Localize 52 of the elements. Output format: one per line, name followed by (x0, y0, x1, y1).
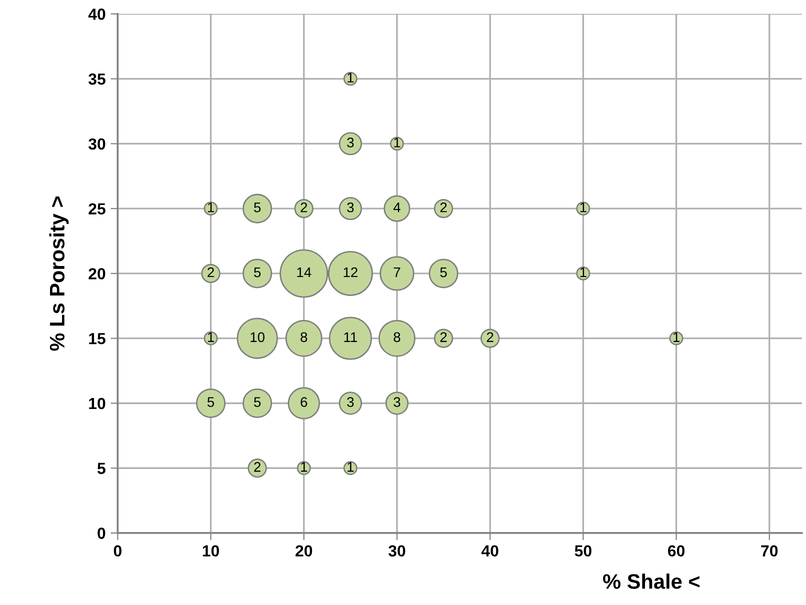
data-label: 3 (347, 138, 354, 148)
data-label: 1 (580, 267, 586, 278)
data-label: 6 (300, 397, 308, 407)
y-tick-label: 15 (89, 333, 106, 344)
y-tick-label: 40 (88, 8, 106, 20)
x-tick-label: 10 (202, 545, 220, 557)
data-label: 2 (486, 332, 494, 342)
y-tick-label: 5 (97, 462, 106, 474)
data-label: 4 (393, 202, 400, 212)
data-label: 2 (300, 202, 308, 212)
y-tick-label: 0 (98, 528, 106, 539)
data-label: 1 (348, 72, 354, 82)
y-tick-label: 35 (88, 73, 106, 85)
data-label: 5 (440, 267, 447, 278)
data-label: 8 (300, 332, 308, 342)
data-label: 7 (394, 267, 400, 278)
data-label: 12 (344, 267, 358, 278)
data-label: 1 (394, 138, 400, 148)
data-label: 3 (347, 202, 354, 212)
x-tick-label: 70 (761, 545, 778, 557)
x-tick-label: 60 (668, 545, 685, 557)
data-label: 1 (348, 462, 354, 472)
x-tick-label: 0 (114, 545, 122, 557)
data-label: 1 (208, 202, 214, 212)
data-label: 3 (347, 397, 354, 407)
data-label: 2 (208, 267, 214, 278)
data-label: 1 (208, 332, 214, 342)
data-label: 2 (440, 202, 447, 212)
y-axis-title: % Ls Porosity > (49, 196, 69, 351)
x-tick-label: 20 (296, 545, 312, 557)
y-tick-label: 30 (88, 138, 106, 150)
data-label: 5 (254, 202, 261, 212)
data-label: 1 (301, 462, 308, 472)
data-label: 11 (344, 332, 357, 342)
data-label: 3 (394, 397, 400, 407)
data-label: 2 (254, 462, 260, 472)
data-label: 5 (254, 397, 261, 407)
x-tick-label: 50 (574, 545, 592, 557)
data-label: 1 (580, 202, 586, 212)
data-label: 1 (673, 332, 680, 342)
data-label: 10 (250, 332, 265, 342)
data-label: 2 (440, 332, 447, 342)
x-axis-title: % Shale < (603, 574, 700, 589)
data-label: 5 (254, 267, 261, 278)
data-label: 14 (297, 267, 312, 278)
x-tick-label: 30 (388, 545, 406, 557)
y-tick-label: 25 (88, 203, 106, 215)
x-tick-label: 40 (481, 545, 498, 557)
y-tick-label: 10 (89, 398, 106, 410)
y-tick-label: 20 (88, 268, 106, 280)
data-label: 5 (207, 397, 214, 407)
data-label: 8 (394, 332, 400, 342)
